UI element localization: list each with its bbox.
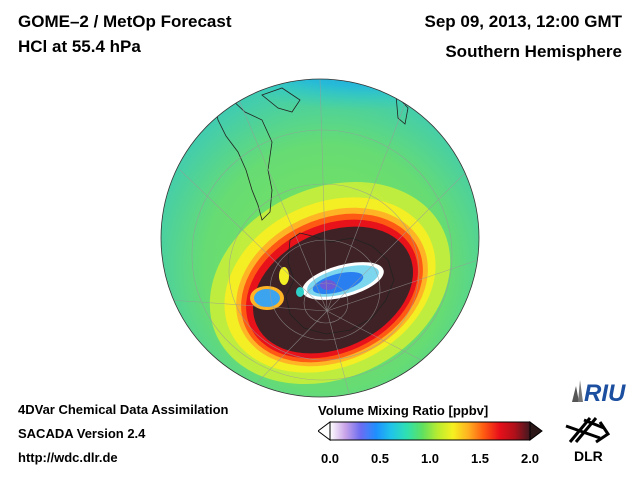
globe-field [161, 79, 479, 397]
colorbar-tick: 0.5 [370, 451, 390, 466]
colorbar-tick: 2.0 [520, 451, 540, 466]
colorbar-min-arrow [318, 421, 331, 441]
dlr-logo [565, 417, 611, 444]
product-title: GOME–2 / MetOp Forecast [18, 12, 232, 31]
colorbar-max-arrow [529, 421, 543, 441]
low-hcl-patch-west [250, 267, 304, 310]
colorbar-tick: 0.0 [320, 451, 340, 466]
riu-logo-text: RIU [584, 380, 626, 407]
version-label: SACADA Version 2.4 [18, 426, 146, 441]
colorbar-title: Volume Mixing Ratio [ppbv] [318, 403, 489, 418]
forecast-datetime: Sep 09, 2013, 12:00 GMT [424, 12, 623, 31]
website-link[interactable]: http://wdc.dlr.de [18, 450, 118, 465]
method-label: 4DVar Chemical Data Assimilation [18, 402, 229, 417]
colorbar-gradient [329, 421, 531, 441]
colorbar-tick: 1.5 [470, 451, 490, 466]
hemisphere-label: Southern Hemisphere [445, 42, 622, 61]
low-hcl-patch-east [302, 262, 384, 300]
globe-outline [160, 78, 480, 398]
colorbar-tick: 1.0 [420, 451, 440, 466]
species-title: HCl at 55.4 hPa [18, 37, 141, 56]
dlr-logo-text: DLR [574, 448, 603, 464]
colorbar [318, 421, 543, 441]
riu-logo: RIU [572, 380, 626, 407]
graticule [161, 79, 479, 397]
